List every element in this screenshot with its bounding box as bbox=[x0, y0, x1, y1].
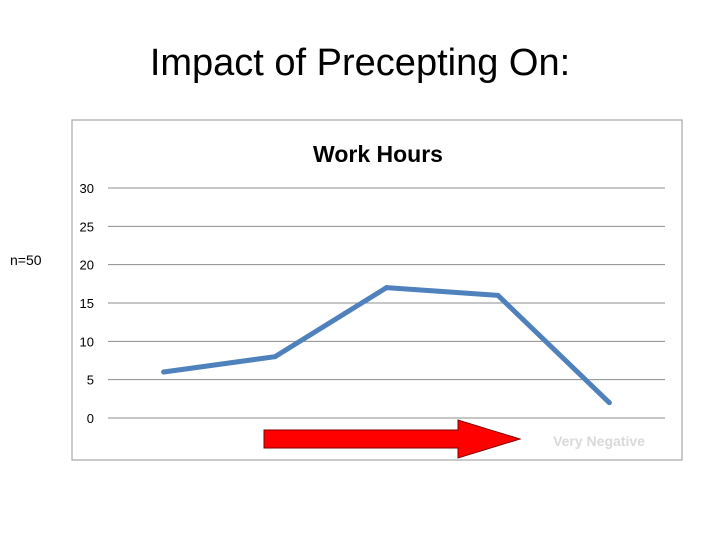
chart-frame bbox=[71, 119, 683, 461]
y-tick-label: 25 bbox=[80, 219, 94, 234]
chart-title: Work Hours bbox=[313, 141, 443, 167]
y-tick-label: 15 bbox=[80, 296, 94, 311]
data-point bbox=[384, 285, 389, 291]
red-arrow-icon bbox=[263, 419, 522, 459]
data-point bbox=[495, 292, 501, 298]
y-tick-label: 0 bbox=[87, 411, 94, 426]
data-point bbox=[161, 369, 167, 375]
annotation-very-negative: Very Negative bbox=[553, 433, 645, 449]
sample-size-label: n=50 bbox=[10, 252, 42, 268]
direction-arrow bbox=[263, 419, 522, 459]
y-tick-label: 30 bbox=[80, 181, 94, 196]
y-tick-label: 5 bbox=[87, 373, 94, 388]
y-axis-ticks: 0 5 10 15 20 25 30 bbox=[80, 181, 94, 426]
data-point bbox=[272, 354, 278, 360]
gridlines bbox=[108, 187, 665, 419]
y-tick-label: 10 bbox=[80, 334, 94, 349]
y-tick-label: 20 bbox=[80, 258, 94, 273]
series-group bbox=[161, 285, 612, 406]
slide-title: Impact of Precepting On: bbox=[149, 42, 571, 84]
data-point bbox=[606, 400, 612, 406]
